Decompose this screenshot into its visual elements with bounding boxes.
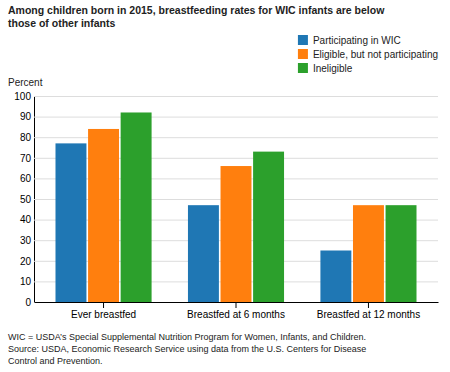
grid-line xyxy=(34,96,438,97)
y-tick-label: 50 xyxy=(20,194,32,205)
y-axis-title: Percent xyxy=(8,77,43,88)
bar xyxy=(386,205,417,302)
bars xyxy=(55,112,416,302)
y-tick-label: 10 xyxy=(20,276,32,287)
series xyxy=(121,112,417,302)
footnote: Source: USDA, Economic Research Service … xyxy=(8,344,366,354)
y-tick-label: 20 xyxy=(20,256,32,267)
x-tick: Breastfed at 6 months xyxy=(187,302,285,320)
bar xyxy=(353,205,384,302)
legend: Participating in WIC Eligible, but not pa… xyxy=(298,35,438,74)
bar xyxy=(121,112,152,302)
legend-label: Participating in WIC xyxy=(313,35,401,46)
bar xyxy=(55,143,86,302)
bar xyxy=(320,251,351,303)
legend-item: Participating in WIC xyxy=(298,35,401,46)
x-tick-label: Ever breastfed xyxy=(71,309,136,320)
bar xyxy=(221,166,252,302)
x-axis: Ever breastfed Breastfed at 6 months Breas… xyxy=(35,302,439,320)
y-tick-label: 40 xyxy=(20,214,32,225)
legend-swatch xyxy=(298,35,308,45)
legend-label: Eligible, but not participating xyxy=(313,49,438,60)
tick-mark xyxy=(236,302,237,308)
y-tick-label: 60 xyxy=(20,173,32,184)
legend-swatch xyxy=(298,63,308,73)
title: Among children born in 2015, breastfeedi… xyxy=(8,4,385,16)
title-group: Among children born in 2015, breastfeedi… xyxy=(8,4,385,29)
y-tick-label: 30 xyxy=(20,235,32,246)
y-tick-label: 100 xyxy=(14,91,31,102)
y-tick: 90 xyxy=(20,111,438,122)
y-tick-label: 70 xyxy=(20,153,32,164)
bar xyxy=(188,205,219,302)
y-tick: 80 xyxy=(20,132,438,143)
legend-item: Ineligible xyxy=(298,63,353,74)
y-tick: 100 xyxy=(14,91,438,102)
legend-swatch xyxy=(298,49,308,59)
x-tick-label: Breastfed at 6 months xyxy=(187,309,285,320)
title: those of other infants xyxy=(8,17,115,29)
footnote: WIC = USDA’s Special Supplemental Nutrit… xyxy=(8,332,366,342)
y-tick-label: 90 xyxy=(20,111,32,122)
y-axis: 0 10 20 30 40 50 60 70 80 90 100 xyxy=(14,91,438,308)
bar xyxy=(88,129,119,302)
chart: Among children born in 2015, breastfeedi… xyxy=(0,0,450,372)
legend-label: Ineligible xyxy=(313,63,353,74)
x-tick-label: Breastfed at 12 months xyxy=(317,309,420,320)
legend-item: Eligible, but not participating xyxy=(298,49,438,60)
x-tick: Ever breastfed xyxy=(71,302,136,320)
plot: 0 10 20 30 40 50 60 70 80 90 100 Ever breastfed Brea… xyxy=(14,91,438,320)
x-tick: Breastfed at 12 months xyxy=(317,302,420,320)
grid-line xyxy=(34,117,438,118)
y-tick-label: 80 xyxy=(20,132,32,143)
footnote: Control and Prevention. xyxy=(8,356,103,366)
bar xyxy=(253,152,284,302)
tick-mark xyxy=(103,302,104,308)
tick-mark xyxy=(368,302,369,308)
y-tick-label: 0 xyxy=(25,297,31,308)
